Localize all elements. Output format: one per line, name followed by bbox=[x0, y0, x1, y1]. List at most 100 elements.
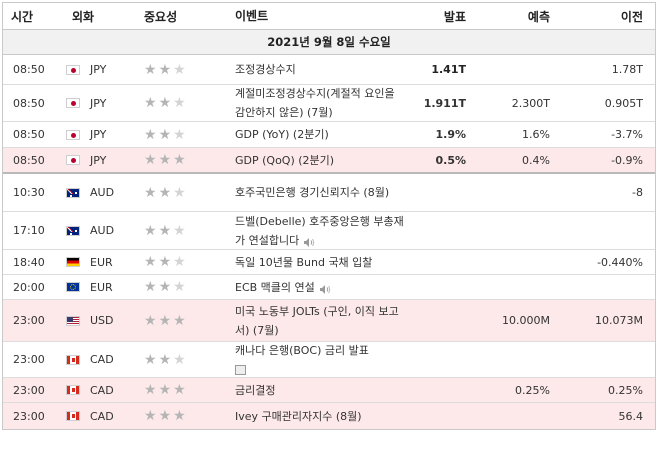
star-icon: ★ bbox=[173, 95, 186, 111]
event-name-text[interactable]: 독일 10년물 Bund 국채 입찰 bbox=[235, 255, 373, 269]
star-icon: ★ bbox=[144, 126, 157, 143]
event-currency: JPY bbox=[90, 128, 107, 141]
event-actual: 1.41T bbox=[431, 63, 466, 76]
canada-flag-icon bbox=[66, 385, 80, 395]
event-name-text[interactable]: 미국 노동부 JOLTs (구인, 이직 보고서) (7월) bbox=[235, 304, 399, 337]
star-icon: ★ bbox=[173, 351, 186, 368]
speaker-icon bbox=[319, 282, 331, 294]
importance-stars: ★ ★ ★ bbox=[134, 127, 230, 143]
document-icon[interactable] bbox=[235, 364, 246, 375]
event-time: 23:00 bbox=[13, 314, 45, 327]
event-previous: -0.440% bbox=[597, 255, 643, 269]
event-forecast: 0.25% bbox=[515, 383, 550, 397]
star-icon: ★ bbox=[144, 152, 157, 168]
event-time: 08:50 bbox=[13, 63, 45, 76]
event-row[interactable]: 08:50 JPY ★ ★ ★ 계절미조정경상수지(계절적 요인을 감안하지 않은) (7… bbox=[3, 85, 655, 122]
event-currency: USD bbox=[90, 314, 114, 327]
header-actual[interactable]: 발표 bbox=[443, 9, 466, 24]
event-name[interactable]: 금리결정 bbox=[230, 381, 406, 400]
japan-flag-icon bbox=[66, 98, 80, 108]
importance-stars: ★ ★ ★ bbox=[134, 279, 230, 295]
header-time[interactable]: 시간 bbox=[11, 9, 34, 24]
header-currency[interactable]: 외화 bbox=[72, 9, 95, 24]
star-icon: ★ bbox=[144, 222, 157, 239]
event-time: 08:50 bbox=[13, 128, 45, 141]
event-row[interactable]: 17:10 AUD ★ ★ ★ 드벨(Debelle) 호주중앙은행 부총재가 연설합니다 bbox=[3, 212, 655, 250]
japan-flag-icon bbox=[66, 64, 80, 75]
event-row[interactable]: 23:00 CAD ★ ★ ★ 캐나다 은행(BOC) 금리 발표 bbox=[3, 342, 655, 378]
event-name[interactable]: 독일 10년물 Bund 국채 입찰 bbox=[230, 253, 406, 272]
event-row[interactable]: 23:00 CAD ★ ★ ★ Ivey 구매관리자지수 (8월) 56.4 bbox=[3, 403, 655, 429]
table-header: 시간 외화 중요성 이벤트 발표 예측 이전 bbox=[3, 3, 655, 30]
star-icon: ★ bbox=[144, 312, 157, 329]
header-event[interactable]: 이벤트 bbox=[235, 8, 269, 23]
star-icon: ★ bbox=[158, 312, 172, 329]
importance-stars: ★ ★ ★ bbox=[134, 382, 230, 398]
event-time: 23:00 bbox=[13, 353, 45, 366]
event-currency: JPY bbox=[90, 63, 107, 76]
event-currency: JPY bbox=[90, 96, 107, 110]
event-name[interactable]: ECB 맥클의 연설 bbox=[230, 278, 406, 297]
event-previous: -0.9% bbox=[611, 153, 643, 167]
event-name-text[interactable]: Ivey 구매관리자지수 (8월) bbox=[235, 409, 362, 423]
event-currency: JPY bbox=[90, 153, 107, 167]
event-name-text[interactable]: 금리결정 bbox=[235, 383, 276, 397]
star-icon: ★ bbox=[144, 254, 157, 270]
importance-stars: ★ ★ ★ bbox=[134, 95, 230, 111]
event-currency: AUD bbox=[90, 186, 115, 199]
speaker-icon bbox=[303, 235, 315, 247]
event-name-text[interactable]: GDP (QoQ) (2분기) bbox=[235, 153, 335, 167]
event-time: 08:50 bbox=[13, 96, 45, 110]
importance-stars: ★ ★ ★ bbox=[134, 352, 230, 368]
event-row[interactable]: 23:00 USD ★ ★ ★ 미국 노동부 JOLTs (구인, 이직 보고서) (7월… bbox=[3, 300, 655, 342]
event-name-text[interactable]: 계절미조정경상수지(계절적 요인을 감안하지 않은) (7월) bbox=[235, 87, 395, 119]
header-previous[interactable]: 이전 bbox=[620, 9, 643, 24]
event-row[interactable]: 08:50 JPY ★ ★ ★ 조정경상수지 1.41T 1.78T bbox=[3, 55, 655, 85]
japan-flag-icon bbox=[66, 129, 80, 140]
event-row[interactable]: 23:00 CAD ★ ★ ★ 금리결정 0.25% 0.25% bbox=[3, 378, 655, 403]
event-name[interactable]: 조정경상수지 bbox=[230, 60, 406, 79]
event-name[interactable]: 드벨(Debelle) 호주중앙은행 부총재가 연설합니다 bbox=[230, 212, 406, 250]
importance-stars: ★ ★ ★ bbox=[134, 152, 230, 168]
star-icon: ★ bbox=[158, 408, 172, 424]
event-currency: AUD bbox=[90, 224, 115, 237]
event-previous: 56.4 bbox=[618, 409, 644, 423]
event-row[interactable]: 20:00 EUR ★ ★ ★ ECB 맥클의 연설 bbox=[3, 275, 655, 300]
event-name-text[interactable]: 드벨(Debelle) 호주중앙은행 부총재가 연설합니다 bbox=[235, 214, 404, 247]
header-importance[interactable]: 중요성 bbox=[144, 9, 178, 24]
event-name-text[interactable]: GDP (YoY) (2분기) bbox=[235, 128, 329, 141]
event-name[interactable]: GDP (QoQ) (2분기) bbox=[230, 151, 406, 170]
event-currency: CAD bbox=[90, 409, 114, 423]
star-icon: ★ bbox=[158, 254, 172, 270]
event-name[interactable]: Ivey 구매관리자지수 (8월) bbox=[230, 407, 406, 426]
event-time: 18:40 bbox=[13, 255, 45, 269]
star-icon: ★ bbox=[173, 184, 186, 201]
event-row[interactable]: 18:40 EUR ★ ★ ★ 독일 10년물 Bund 국채 입찰 -0.440% bbox=[3, 250, 655, 275]
event-time: 17:10 bbox=[13, 224, 45, 237]
event-name[interactable]: GDP (YoY) (2분기) bbox=[230, 125, 406, 144]
event-name-text[interactable]: 캐나다 은행(BOC) 금리 발표 bbox=[235, 343, 369, 357]
star-icon: ★ bbox=[158, 184, 172, 201]
star-icon: ★ bbox=[144, 184, 157, 201]
event-name[interactable]: 호주국민은행 경기신뢰지수 (8월) bbox=[230, 183, 406, 202]
event-name[interactable]: 미국 노동부 JOLTs (구인, 이직 보고서) (7월) bbox=[230, 302, 406, 340]
event-row[interactable]: 10:30 AUD ★ ★ ★ 호주국민은행 경기신뢰지수 (8월) -8 bbox=[3, 174, 655, 212]
event-currency: CAD bbox=[90, 383, 114, 397]
event-name[interactable]: 계절미조정경상수지(계절적 요인을 감안하지 않은) (7월) bbox=[230, 84, 406, 122]
event-name-text[interactable]: 호주국민은행 경기신뢰지수 (8월) bbox=[235, 186, 390, 199]
star-icon: ★ bbox=[158, 95, 172, 111]
event-forecast: 1.6% bbox=[522, 128, 550, 141]
event-name[interactable]: 캐나다 은행(BOC) 금리 발표 bbox=[230, 341, 406, 379]
event-row[interactable]: 08:50 JPY ★ ★ ★ GDP (QoQ) (2분기) 0.5% 0.4% -0.9% bbox=[3, 148, 655, 174]
canada-flag-icon bbox=[66, 411, 80, 421]
star-icon: ★ bbox=[158, 279, 172, 295]
event-time: 20:00 bbox=[13, 280, 45, 294]
event-name-text[interactable]: 조정경상수지 bbox=[235, 63, 296, 76]
event-row[interactable]: 08:50 JPY ★ ★ ★ GDP (YoY) (2분기) 1.9% 1.6% -3.7% bbox=[3, 122, 655, 148]
header-forecast[interactable]: 예측 bbox=[527, 9, 550, 24]
germany-flag-icon bbox=[66, 257, 80, 267]
star-icon: ★ bbox=[173, 222, 186, 239]
event-name-text[interactable]: ECB 맥클의 연설 bbox=[235, 280, 315, 294]
star-icon: ★ bbox=[173, 312, 186, 329]
event-actual: 1.9% bbox=[435, 128, 466, 141]
